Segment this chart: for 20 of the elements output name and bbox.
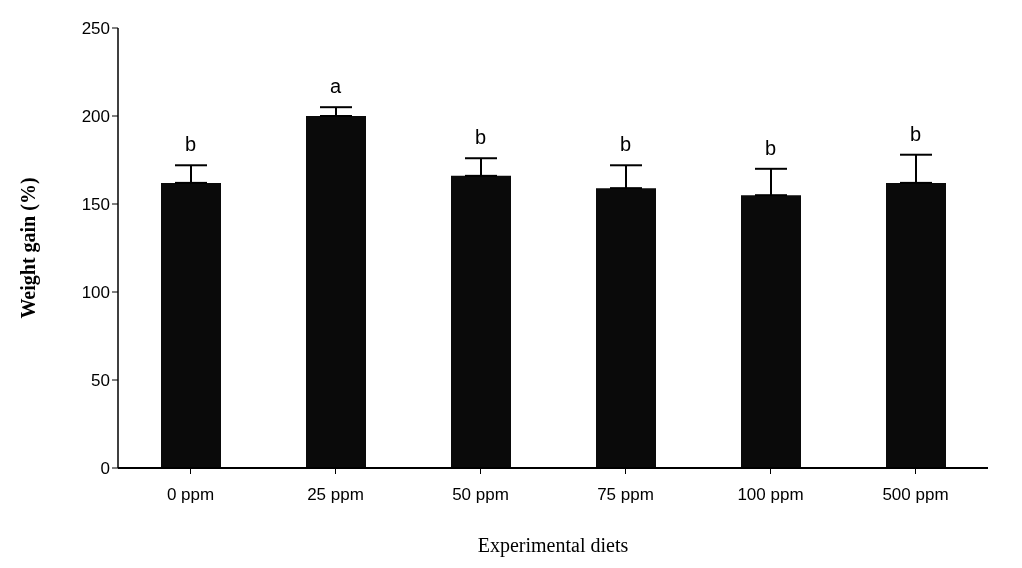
x-tick-label: 50 ppm [452,485,509,505]
x-tick-label: 25 ppm [307,485,364,505]
annotation: a [329,75,342,98]
y-tick-label: 250 [81,19,110,39]
annotation: b [184,133,197,156]
x-tick-label: 500 ppm [882,485,949,505]
y-tick-label: 100 [81,283,110,303]
x-tick-label: 75 ppm [597,485,654,505]
y-tick-label: 50 [91,371,110,391]
x-tick-label: 100 ppm [737,485,804,505]
annotation: b [909,122,922,145]
annotation: b [619,133,632,156]
y-tick-label: 0 [100,459,110,479]
x-axis-title: Experimental diets [477,534,629,558]
y-tick-label: 200 [81,107,110,127]
annotation: b [474,126,487,149]
y-tick-label: 150 [81,195,110,215]
y-axis-title: Weight gain (%) [17,177,41,319]
x-tick-label: 0 ppm [166,485,215,505]
annotation: b [764,136,777,159]
